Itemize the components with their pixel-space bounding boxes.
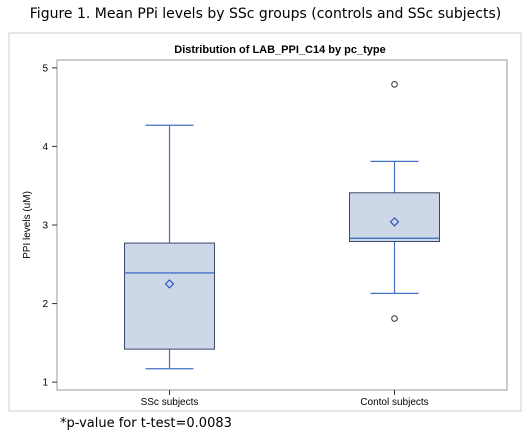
x-tick-label: SSc subjects (141, 397, 199, 408)
boxes (124, 81, 440, 370)
x-tick-label: Contol subjects (360, 397, 428, 408)
y-tick-label: 3 (42, 221, 48, 232)
figure-caption: Figure 1. Mean PPi levels by SSc groups … (29, 6, 502, 22)
chart-frame (8, 32, 522, 412)
box-group (349, 81, 440, 322)
box-group (124, 124, 215, 370)
y-tick-label: 2 (42, 299, 48, 310)
outlier-point (391, 315, 398, 322)
y-axis: 1 2 3 4 5 (42, 63, 57, 389)
y-axis-label: PPI levels (uM) (22, 191, 33, 259)
footnote: *p-value for t-test=0.0083 (60, 416, 232, 431)
chart-title: Distribution of LAB_PPI_C14 by pc_type (174, 44, 385, 56)
y-tick-label: 4 (42, 142, 48, 153)
outlier-point (391, 81, 398, 88)
y-tick-label: 5 (42, 63, 48, 74)
mean-marker (389, 217, 400, 227)
x-axis: SSc subjects Contol subjects (141, 390, 429, 408)
iqr-box (124, 242, 215, 350)
y-tick-label: 1 (42, 378, 48, 389)
mean-marker (164, 279, 175, 289)
